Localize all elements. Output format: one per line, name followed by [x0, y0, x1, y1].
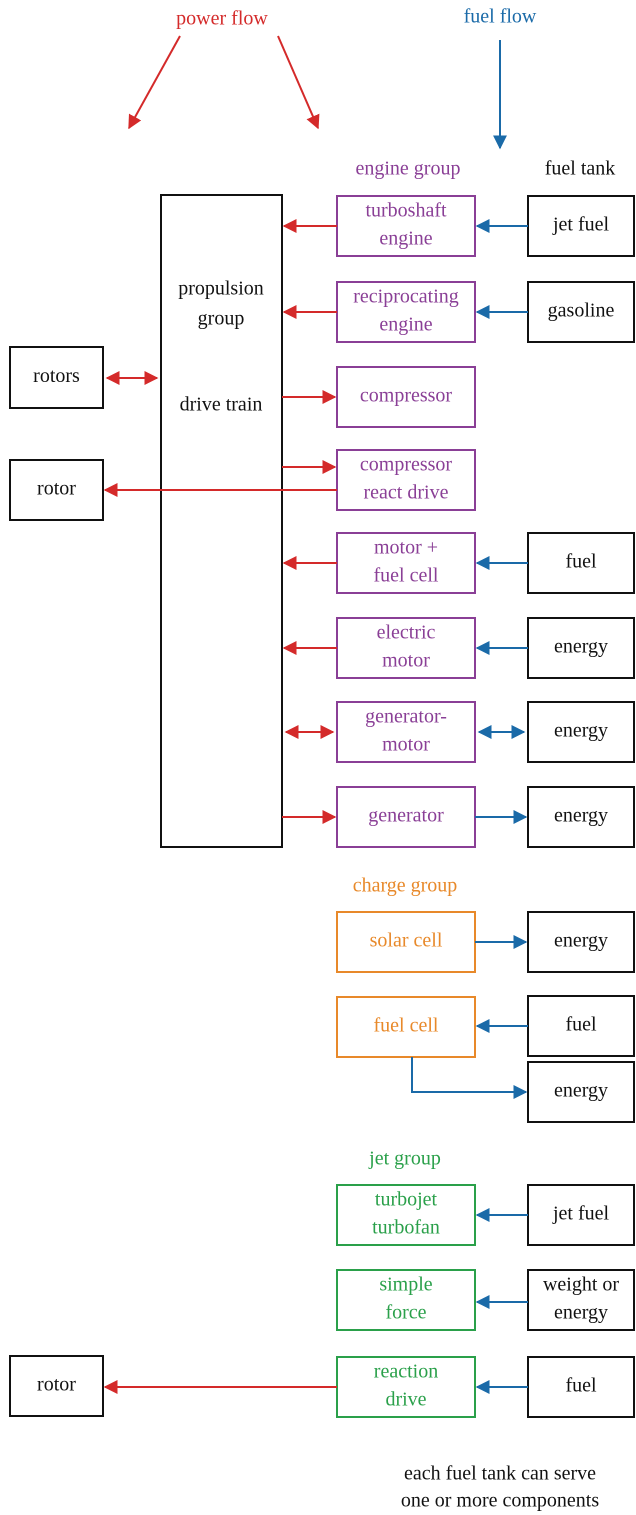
engine-box-label: motor [382, 650, 430, 672]
tank-box [527, 1269, 635, 1331]
engine-box-label: electric [377, 622, 436, 644]
tank-box-label: energy [554, 1302, 608, 1324]
engine-box-label: compressor [360, 385, 453, 407]
propulsion-label: group [198, 308, 245, 330]
rotor-box [9, 459, 104, 521]
tank-box [527, 701, 635, 763]
engine-box-label: generator- [365, 706, 447, 728]
charge-box-label: fuel cell [374, 1015, 439, 1037]
rotor-box [9, 346, 104, 409]
tank-box-label: fuel [565, 1375, 597, 1397]
jet-box-label: simple [379, 1274, 432, 1296]
rotor-box-label: rotor [37, 478, 76, 500]
engine-box [336, 449, 476, 511]
footnote: one or more components [401, 1490, 599, 1512]
tank-box-label: weight or [543, 1274, 619, 1296]
tank-box [527, 1061, 635, 1123]
engine-box-label: motor [382, 734, 430, 756]
engine-box-label: engine [379, 228, 432, 250]
jet-box-label: force [385, 1302, 426, 1324]
rotor-box [9, 1355, 104, 1417]
engine-box-label: react drive [364, 482, 449, 504]
tank-box [527, 911, 635, 973]
engine-box [336, 366, 476, 428]
tank-box-label: energy [554, 720, 608, 742]
footnote: each fuel tank can serve [404, 1463, 596, 1485]
drive-train-label: drive train [180, 394, 263, 416]
tank-box-label: energy [554, 930, 608, 952]
jet-box-label: reaction [374, 1361, 438, 1383]
engine-box-label: turboshaft [365, 200, 447, 222]
tank-box-label: gasoline [548, 300, 615, 322]
rotor-box-label: rotors [33, 365, 80, 387]
engine-box-label: motor + [374, 537, 438, 559]
tank-box-label: jet fuel [552, 214, 610, 236]
power-arrow [128, 35, 181, 130]
engine-box [336, 701, 476, 763]
jet-box-label: drive [385, 1389, 426, 1411]
tank-box-label: energy [554, 636, 608, 658]
tank-box [527, 786, 635, 848]
engine-box-label: generator [368, 805, 444, 827]
jet-box [336, 1184, 476, 1246]
jet-box-label: turbojet [375, 1189, 438, 1211]
jet-box [336, 1269, 476, 1331]
power-flow-label: power flow [176, 8, 268, 30]
charge-box [336, 996, 476, 1058]
group-title: charge group [353, 875, 458, 897]
engine-box-label: reciprocating [353, 286, 459, 308]
flow-arrow [411, 1057, 528, 1099]
power-arrow [277, 35, 320, 130]
fuel-flow-label: fuel flow [464, 6, 537, 28]
engine-box-label: compressor [360, 454, 453, 476]
engine-box-label: engine [379, 314, 432, 336]
jet-box-label: turbofan [372, 1217, 440, 1239]
rotor-box-label: rotor [37, 1374, 76, 1396]
group-title: jet group [368, 1148, 441, 1170]
tank-title: fuel tank [545, 158, 616, 180]
tank-box-label: jet fuel [552, 1203, 610, 1225]
tank-box-label: fuel [565, 1014, 597, 1036]
group-title: engine group [356, 158, 461, 180]
charge-box-label: solar cell [370, 930, 443, 952]
propulsion-label: propulsion [178, 278, 264, 300]
tank-box-label: energy [554, 805, 608, 827]
tank-box-label: energy [554, 1080, 608, 1102]
tank-box-label: fuel [565, 551, 597, 573]
propulsion-box [160, 194, 283, 848]
engine-box-label: fuel cell [374, 565, 439, 587]
